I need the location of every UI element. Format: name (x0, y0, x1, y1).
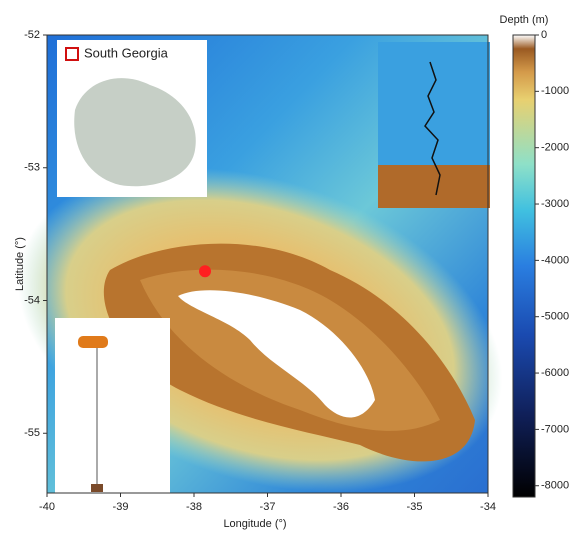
y-tick-label: -53 (24, 162, 40, 174)
x-tick-label: -35 (407, 501, 423, 513)
figure: South Georgia Longitude (°) Latitude (°)… (0, 0, 576, 533)
x-tick-label: -40 (39, 501, 55, 513)
y-tick-label: -55 (24, 427, 40, 439)
inset-shelf (378, 165, 490, 208)
colorbar-tick-label: -6000 (541, 367, 569, 379)
y-tick-label: -54 (24, 294, 40, 306)
y-tick-label: -52 (24, 29, 40, 41)
colorbar-tick-label: -4000 (541, 254, 569, 266)
colorbar-tick-label: -5000 (541, 311, 569, 323)
colorbar-tick-label: -3000 (541, 198, 569, 210)
colorbar-tick-label: 0 (541, 29, 547, 41)
colorbar-tick-label: -1000 (541, 85, 569, 97)
colorbar-label: Depth (m) (500, 14, 549, 26)
map-area: South Georgia (0, 35, 544, 533)
y-axis-label: Latitude (°) (14, 237, 26, 291)
colorbar (513, 35, 535, 497)
float (78, 336, 108, 348)
x-axis-label: Longitude (°) (223, 518, 286, 530)
colorbar-tick-label: -8000 (541, 480, 569, 492)
x-tick-label: -38 (186, 501, 202, 513)
inset-mooring (55, 318, 170, 495)
x-tick-label: -34 (480, 501, 496, 513)
x-tick-label: -37 (260, 501, 276, 513)
colorbar-tick-label: -2000 (541, 142, 569, 154)
inset-label: South Georgia (84, 45, 169, 60)
mooring-site (199, 265, 211, 277)
x-tick-label: -36 (333, 501, 349, 513)
anchor (91, 484, 103, 492)
x-tick-label: -39 (113, 501, 129, 513)
colorbar-tick-label: -7000 (541, 423, 569, 435)
